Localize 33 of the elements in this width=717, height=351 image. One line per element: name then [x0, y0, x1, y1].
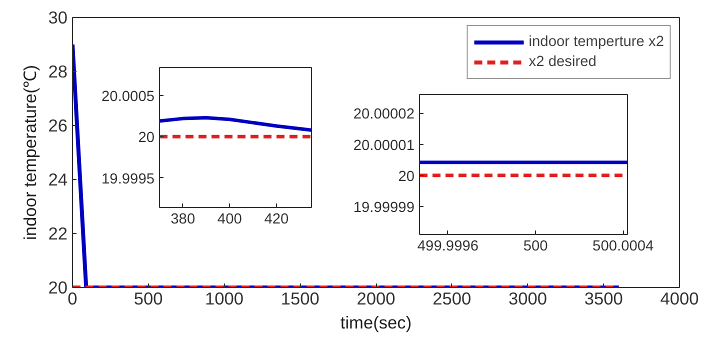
- x-tick-label: 4000: [660, 288, 699, 308]
- legend-label: x2 desired: [528, 54, 596, 70]
- y-tick-label: 19.99999: [353, 200, 415, 216]
- y-tick-label: 20: [48, 278, 68, 298]
- x-tick-label: 0: [68, 288, 78, 308]
- y-tick-label: 26: [48, 116, 68, 136]
- x-tick-label: 420: [264, 212, 289, 228]
- y-tick-label: 22: [48, 224, 68, 244]
- x-tick-label: 499.9996: [417, 238, 479, 254]
- x-axis-title: time(sec): [340, 312, 412, 332]
- y-tick-label: 28: [48, 62, 68, 82]
- y-tick-label: 19.9995: [102, 171, 155, 188]
- y-tick-label: 20: [138, 130, 155, 146]
- x-tick-label: 500.0004: [592, 238, 654, 254]
- x-tick-label: 400: [217, 212, 242, 228]
- x-tick-label: 1500: [280, 288, 320, 308]
- y-axis-title: indoor temperature(℃): [20, 65, 40, 240]
- y-tick-label: 30: [48, 8, 68, 28]
- line-series: [160, 116, 312, 132]
- x-tick-label: 500: [134, 288, 163, 308]
- x-tick-label: 380: [170, 212, 196, 228]
- x-tick-label: 1000: [204, 288, 244, 308]
- y-tick-label: 20: [398, 168, 415, 185]
- x-tick-label: 3500: [584, 288, 623, 308]
- x-tick-label: 3000: [508, 288, 548, 308]
- y-tick-label: 24: [48, 170, 68, 190]
- legend-label: indoor temperture x2: [528, 34, 664, 50]
- y-tick-label: 20.00002: [353, 106, 415, 123]
- y-tick-label: 20.00001: [353, 138, 415, 154]
- x-tick-label: 2500: [432, 288, 472, 308]
- x-tick-label: 500: [523, 238, 548, 254]
- y-tick-label: 20.0005: [102, 89, 155, 105]
- x-tick-label: 2000: [356, 288, 396, 308]
